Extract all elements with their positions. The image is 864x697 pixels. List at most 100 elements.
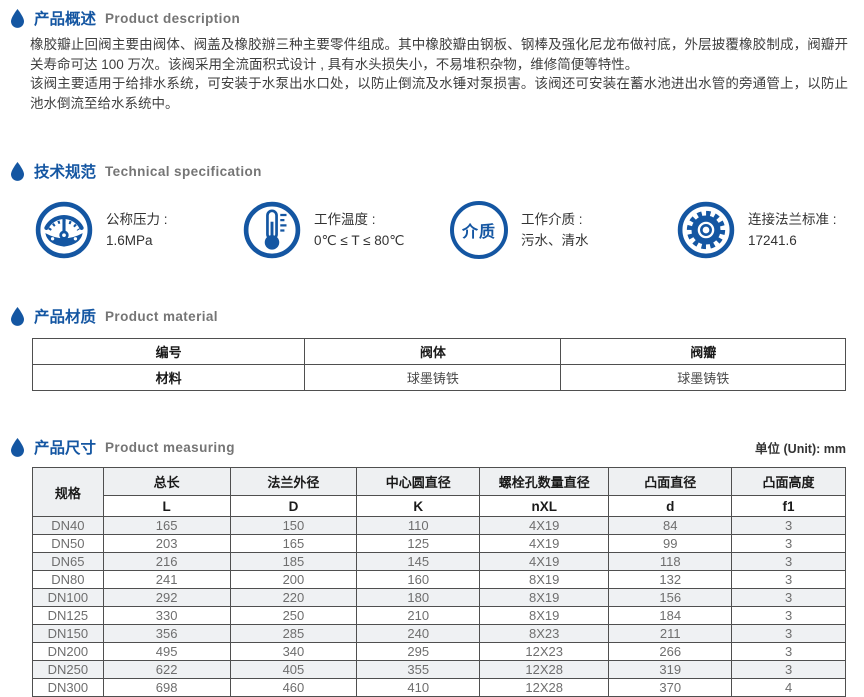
overview-paragraph: 橡胶瓣止回阀主要由阀体、阀盖及橡胶辦三种主要零件组成。其中橡胶瓣由钢板、钢棒及强… — [30, 37, 848, 72]
dimension-cell: 698 — [102, 678, 231, 697]
section-title-zh: 产品尺寸 — [34, 440, 97, 457]
dimension-cell: 118 — [608, 552, 733, 571]
dimension-cell: 125 — [356, 534, 481, 553]
measuring-section-header: 产品尺寸 Product measuring — [10, 437, 235, 457]
dimension-cell: 8X23 — [479, 624, 610, 643]
dimension-cell: 410 — [356, 678, 481, 697]
section-title-en: Product material — [105, 308, 218, 324]
dimension-cell: DN50 — [32, 534, 104, 553]
dimension-cell: 266 — [608, 642, 733, 661]
spec-item-flange-standard: 连接法兰标准 : 17241.6 — [677, 201, 837, 259]
material-cell: 阀瓣 — [560, 338, 846, 365]
dimension-cell: 355 — [356, 660, 481, 679]
dimension-cell: 184 — [608, 606, 733, 625]
spec-label: 连接法兰标准 : — [748, 212, 837, 227]
spec-label: 工作介质 : — [521, 212, 583, 227]
header-row: 规格 总长 法兰外径 中心圆直径 螺栓孔数量直径 凸面直径 凸面高度 — [32, 467, 846, 517]
water-drop-icon — [11, 306, 24, 326]
section-title-en: Product measuring — [105, 439, 235, 455]
measuring-section-header-row: 产品尺寸 Product measuring 单位 (Unit): mm — [10, 437, 846, 457]
column-header: 规格 — [32, 467, 104, 517]
column-header: 凸面高度 — [731, 467, 846, 496]
dimension-cell: 3 — [731, 606, 846, 625]
dimension-cell: DN200 — [32, 642, 104, 661]
dimension-cell: 405 — [229, 660, 358, 679]
dimension-cell: 8X19 — [479, 570, 610, 589]
spec-item-pressure: 公称压力 : 1.6MPa — [35, 201, 243, 259]
thermometer-icon — [243, 201, 301, 259]
table-row: DN65 216 185 145 4X19 118 3 — [32, 552, 846, 571]
spec-value: 17241.6 — [748, 233, 797, 248]
dimension-cell: 356 — [102, 624, 231, 643]
spec-item-temperature: 工作温度 : 0℃ ≤ T ≤ 80℃ — [243, 201, 450, 259]
table-row: DN100 292 220 180 8X19 156 3 — [32, 588, 846, 607]
dimension-cell: 495 — [102, 642, 231, 661]
dimension-cell: 8X19 — [479, 606, 610, 625]
dimension-cell: 3 — [731, 570, 846, 589]
dimension-cell: 211 — [608, 624, 733, 643]
dimension-cell: 12X28 — [479, 660, 610, 679]
dimension-cell: 12X28 — [479, 678, 610, 697]
dimension-cell: 3 — [731, 642, 846, 661]
dimension-cell: 203 — [102, 534, 231, 553]
material-cell: 阀体 — [304, 338, 562, 365]
spec-items-row: 公称压力 : 1.6MPa 工作温度 : 0℃ ≤ T ≤ 80℃ 介质 — [35, 201, 846, 259]
column-symbol-header: L — [102, 495, 231, 517]
measuring-table-body: DN40 165 150 110 4X19 84 3 DN50 203 165 125 4X19 99 3… — [32, 516, 846, 697]
dimension-cell: 285 — [229, 624, 358, 643]
section-title-en: Product description — [105, 10, 241, 26]
material-table: 编号 阀体 阀瓣 材料 球墨铸铁 球墨铸铁 — [31, 338, 846, 391]
table-row: DN250 622 405 355 12X28 319 3 — [32, 660, 846, 679]
dimension-cell: 250 — [229, 606, 358, 625]
spec-value: 污水、清水 — [521, 233, 589, 248]
material-cell: 材料 — [31, 364, 306, 391]
dimension-cell: DN40 — [32, 516, 104, 535]
dimension-cell: 200 — [229, 570, 358, 589]
dimension-cell: 84 — [608, 516, 733, 535]
spec-item-medium: 介质 工作介质 : 污水、清水 — [450, 201, 677, 259]
dimension-cell: 622 — [102, 660, 231, 679]
dimension-cell: 4 — [731, 678, 846, 697]
column-symbol-header: K — [356, 495, 481, 517]
dimension-cell: 132 — [608, 570, 733, 589]
dimension-cell: 340 — [229, 642, 358, 661]
pressure-gauge-icon — [35, 201, 93, 259]
dimension-cell: DN150 — [32, 624, 104, 643]
spec-text: 连接法兰标准 : 17241.6 — [748, 209, 837, 251]
dimension-cell: 99 — [608, 534, 733, 553]
dimension-cell: 3 — [731, 624, 846, 643]
dimension-cell: 292 — [102, 588, 231, 607]
table-row: DN150 356 285 240 8X23 211 3 — [32, 624, 846, 643]
dimension-cell: 210 — [356, 606, 481, 625]
dimension-cell: 4X19 — [479, 534, 610, 553]
spec-value: 1.6MPa — [106, 233, 153, 248]
dimension-cell: DN100 — [32, 588, 104, 607]
material-table-body: 编号 阀体 阀瓣 材料 球墨铸铁 球墨铸铁 — [31, 338, 846, 391]
dimension-cell: 220 — [229, 588, 358, 607]
dimension-cell: 180 — [356, 588, 481, 607]
dimension-cell: 3 — [731, 516, 846, 535]
column-symbol-header: nXL — [479, 495, 610, 517]
medium-icon: 介质 — [450, 201, 508, 259]
dimension-cell: 12X23 — [479, 642, 610, 661]
column-symbol-header: f1 — [731, 495, 846, 517]
table-row: DN40 165 150 110 4X19 84 3 — [32, 516, 846, 535]
dimension-cell: DN300 — [32, 678, 104, 697]
table-row: DN50 203 165 125 4X19 99 3 — [32, 534, 846, 553]
dimension-cell: 3 — [731, 534, 846, 553]
dimension-cell: DN125 — [32, 606, 104, 625]
dimension-cell: 330 — [102, 606, 231, 625]
dimension-cell: 295 — [356, 642, 481, 661]
water-drop-icon — [11, 437, 24, 457]
column-header: 螺栓孔数量直径 — [479, 467, 610, 496]
spec-text: 工作温度 : 0℃ ≤ T ≤ 80℃ — [314, 209, 404, 251]
dimension-cell: 8X19 — [479, 588, 610, 607]
unit-label: 单位 (Unit): mm — [755, 442, 846, 456]
dimension-cell: 4X19 — [479, 552, 610, 571]
dimension-cell: 216 — [102, 552, 231, 571]
dimension-cell: 370 — [608, 678, 733, 697]
column-symbol-header: d — [608, 495, 733, 517]
dimension-cell: 145 — [356, 552, 481, 571]
column-header: 中心圆直径 — [356, 467, 481, 496]
